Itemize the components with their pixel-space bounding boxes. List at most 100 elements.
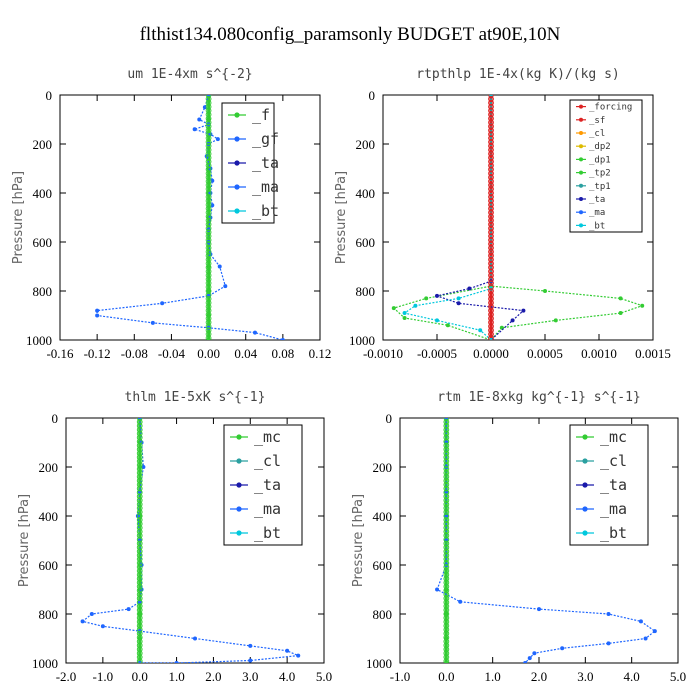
data-point: [205, 143, 212, 149]
data-point: [443, 442, 450, 449]
data-point: [136, 630, 143, 637]
data-point: [205, 327, 212, 334]
x-tick-label: 5.0: [316, 669, 332, 684]
data-point: [208, 132, 213, 137]
data-point: [488, 103, 494, 110]
data-point: [136, 544, 143, 551]
data-point: [136, 567, 143, 574]
data-point: [488, 197, 494, 204]
series-group: [95, 95, 285, 340]
data-point: [136, 493, 143, 500]
data-point: [136, 575, 143, 582]
data-point: [136, 426, 143, 433]
data-point: [136, 638, 143, 645]
data-point: [136, 501, 143, 508]
x-tick-label: 0.08: [271, 346, 294, 361]
y-tick-label: 600: [33, 235, 53, 250]
data-point: [443, 654, 450, 661]
data-point: [488, 201, 494, 208]
data-point: [443, 622, 450, 629]
series-line-bt: [403, 95, 492, 340]
data-point: [136, 513, 143, 519]
legend-marker: [236, 506, 242, 512]
data-point: [443, 517, 450, 523]
data-point: [443, 618, 450, 625]
data-point: [443, 556, 450, 563]
y-tick-label: 0: [369, 88, 376, 103]
data-point: [443, 458, 450, 465]
data-point: [443, 540, 450, 547]
data-point: [136, 438, 143, 445]
data-point: [488, 288, 494, 294]
data-point: [136, 466, 143, 472]
data-point: [537, 607, 541, 612]
x-tick-label: -1.0: [390, 669, 411, 684]
data-point: [435, 318, 439, 323]
data-point: [136, 595, 143, 602]
data-point: [488, 213, 494, 220]
data-point: [467, 286, 472, 291]
y-axis-label: Pressure [hPa]: [17, 494, 32, 587]
data-point: [488, 178, 494, 185]
x-tick-label: 0.00: [197, 346, 220, 361]
figure-title: flthist134.080config_paramsonly BUDGET a…: [140, 24, 561, 45]
legend-label: _ma: [252, 178, 279, 196]
data-point: [205, 115, 212, 122]
data-point: [413, 303, 418, 308]
legend-label: _ma: [589, 208, 605, 218]
y-tick-label: 400: [356, 186, 376, 201]
data-point: [443, 454, 450, 461]
data-point: [136, 560, 143, 566]
data-point: [443, 630, 450, 637]
data-point: [443, 552, 450, 559]
plot-frame: [382, 94, 654, 341]
legend-label: _bt: [600, 524, 627, 542]
data-point: [443, 536, 450, 543]
data-point: [443, 520, 450, 527]
data-point: [205, 119, 212, 126]
data-point: [488, 295, 494, 302]
data-point: [527, 656, 532, 661]
legend-marker: [579, 197, 583, 201]
series-group: [80, 418, 301, 663]
data-point: [205, 272, 212, 279]
data-point: [488, 166, 494, 173]
legend-label: _cl: [600, 452, 627, 470]
series-group: [435, 418, 657, 663]
data-point: [205, 197, 212, 204]
data-point: [95, 308, 100, 313]
y-tick-label: 0: [46, 88, 53, 103]
panel-um: um 1E-4xm s^{-2} Pressure [hPa] -0.16 -0.12…: [11, 67, 331, 361]
data-point: [488, 146, 494, 153]
data-point: [443, 595, 450, 602]
data-point: [160, 301, 165, 306]
data-point: [488, 323, 494, 330]
data-point: [443, 583, 450, 590]
data-point: [206, 289, 211, 293]
data-point: [136, 646, 143, 653]
data-point: [223, 284, 228, 289]
data-point: [443, 477, 450, 484]
data-point: [488, 319, 494, 326]
data-point: [488, 229, 494, 236]
data-point: [443, 489, 450, 496]
x-tick-label: 1.0: [168, 669, 184, 684]
panel-thlm: thlm 1E-5xK s^{-1} Pressure [hPa] -2.0 -1.0…: [17, 390, 332, 684]
data-point: [205, 127, 212, 134]
data-point: [136, 540, 143, 547]
data-point: [136, 469, 143, 476]
data-point: [443, 626, 450, 633]
data-point: [443, 560, 450, 566]
legend: _mc _cl _ta _ma _bt: [569, 424, 649, 546]
data-point: [458, 599, 463, 604]
y-tick-label: 800: [373, 607, 393, 622]
legend-label: _mc: [600, 428, 627, 446]
legend-label: _gf: [252, 130, 279, 148]
data-point: [640, 303, 645, 308]
data-point: [443, 418, 450, 421]
y-tick-label: 800: [39, 607, 59, 622]
legend-label: _tp2: [589, 169, 611, 179]
data-point: [523, 661, 528, 663]
y-tick-label: 400: [373, 509, 393, 524]
